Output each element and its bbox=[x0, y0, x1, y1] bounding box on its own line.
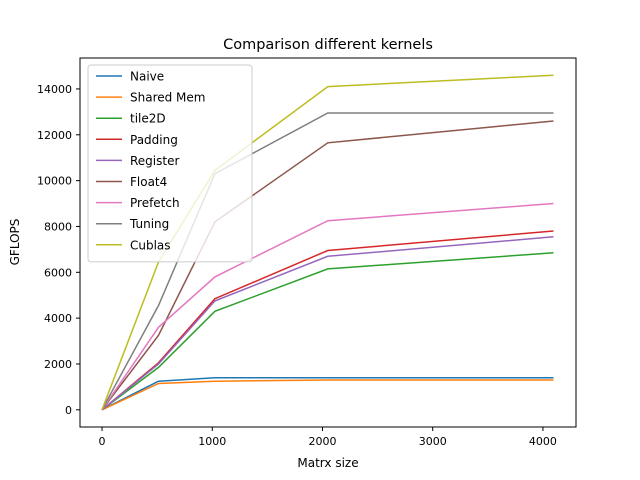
y-tick-label: 14000 bbox=[37, 83, 72, 96]
x-tick-label: 3000 bbox=[419, 435, 447, 448]
legend-label: Naive bbox=[130, 70, 164, 84]
y-tick-label: 12000 bbox=[37, 129, 72, 142]
y-tick-label: 8000 bbox=[44, 220, 72, 233]
legend-label: tile2D bbox=[130, 112, 166, 126]
x-axis-ticks: 0 1000 2000 3000 4000 bbox=[99, 427, 557, 448]
y-axis-label: GFLOPS bbox=[8, 219, 22, 266]
legend-box bbox=[87, 64, 253, 263]
legend-label: Padding bbox=[130, 133, 178, 147]
legend: Naive Shared Mem tile2D Padding Register Floa… bbox=[87, 64, 253, 263]
legend-label: Register bbox=[130, 154, 179, 168]
y-tick-label: 0 bbox=[65, 404, 72, 417]
y-tick-label: 10000 bbox=[37, 175, 72, 188]
x-tick-label: 2000 bbox=[308, 435, 336, 448]
x-tick-label: 1000 bbox=[198, 435, 226, 448]
y-tick-label: 2000 bbox=[44, 358, 72, 371]
y-tick-label: 6000 bbox=[44, 266, 72, 279]
legend-label: Shared Mem bbox=[130, 91, 206, 105]
series-line-tile2d bbox=[101, 252, 554, 411]
y-tick-label: 4000 bbox=[44, 312, 72, 325]
plot-frame bbox=[79, 57, 577, 428]
legend-label: Prefetch bbox=[130, 196, 180, 210]
series-line-register bbox=[101, 236, 554, 411]
legend-label: Float4 bbox=[130, 175, 167, 189]
chart-title: Comparison different kernels bbox=[223, 37, 433, 53]
series-line-prefetch bbox=[101, 202, 554, 411]
series-line-naive bbox=[101, 376, 554, 411]
legend-label: Cublas bbox=[130, 238, 171, 252]
x-tick-label: 4000 bbox=[529, 435, 557, 448]
legend-label: Tuning bbox=[129, 217, 169, 231]
x-tick-label: 0 bbox=[99, 435, 106, 448]
y-axis-ticks: 0 2000 4000 6000 8000 10000 12000 14000 bbox=[37, 83, 80, 417]
series-line-shared-mem bbox=[101, 379, 554, 411]
x-axis-label: Matrx size bbox=[297, 456, 358, 470]
